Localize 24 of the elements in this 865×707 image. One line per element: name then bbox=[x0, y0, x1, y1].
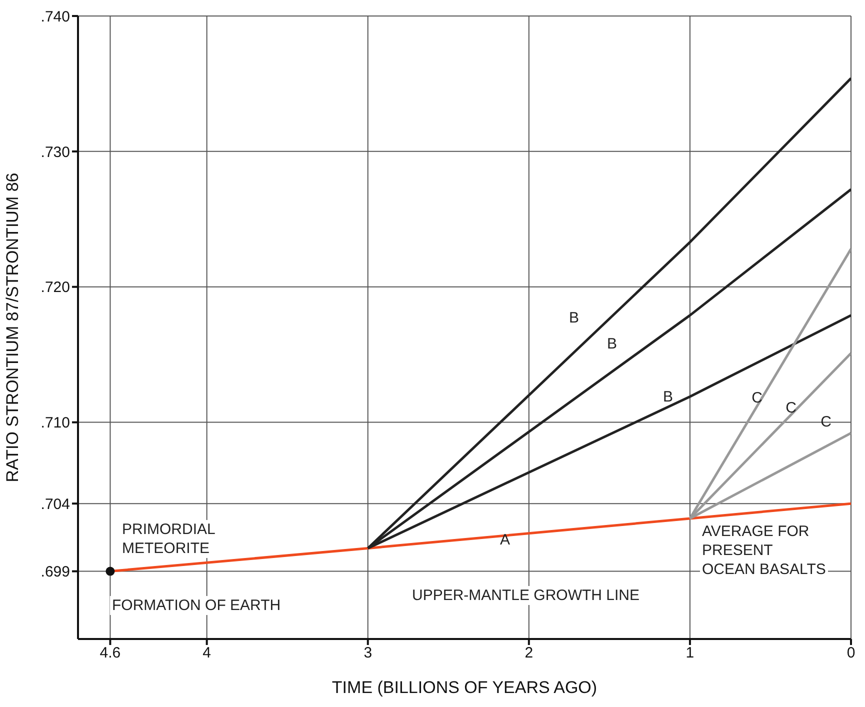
annotation: B bbox=[568, 308, 580, 328]
y-tick-label: .720 bbox=[40, 279, 70, 296]
x-tick-label: 2 bbox=[524, 644, 534, 662]
annotation: FORMATION OF EARTH bbox=[110, 596, 283, 615]
y-tick-label: .730 bbox=[40, 144, 70, 161]
y-tick-label: .710 bbox=[40, 414, 70, 432]
annotation: A bbox=[500, 530, 510, 550]
x-axis-title: TIME (BILLIONS OF YEARS AGO) bbox=[332, 678, 598, 697]
annotation: AVERAGE FOR PRESENT OCEAN BASALTS bbox=[700, 522, 828, 579]
annotation: C bbox=[752, 388, 762, 408]
x-tick-label: 0 bbox=[846, 644, 856, 662]
y-axis-title: RATIO STRONTIUM 87/STRONTIUM 86 bbox=[3, 172, 22, 482]
x-tick-label: 1 bbox=[686, 644, 694, 662]
x-tick-label: 4.6 bbox=[100, 644, 121, 662]
annotation: B bbox=[606, 334, 618, 354]
y-tick-label: .740 bbox=[40, 8, 70, 26]
annotation: B bbox=[662, 388, 674, 406]
annotation: C bbox=[786, 398, 796, 418]
annotation: UPPER-MANTLE GROWTH LINE bbox=[410, 586, 642, 605]
annotation: PRIMORDIAL METEORITE bbox=[120, 520, 218, 558]
y-tick-label: .704 bbox=[40, 496, 70, 513]
x-tick-label: 4 bbox=[202, 644, 212, 662]
x-tick-label: 3 bbox=[364, 644, 372, 662]
y-tick-label: .699 bbox=[40, 564, 70, 581]
